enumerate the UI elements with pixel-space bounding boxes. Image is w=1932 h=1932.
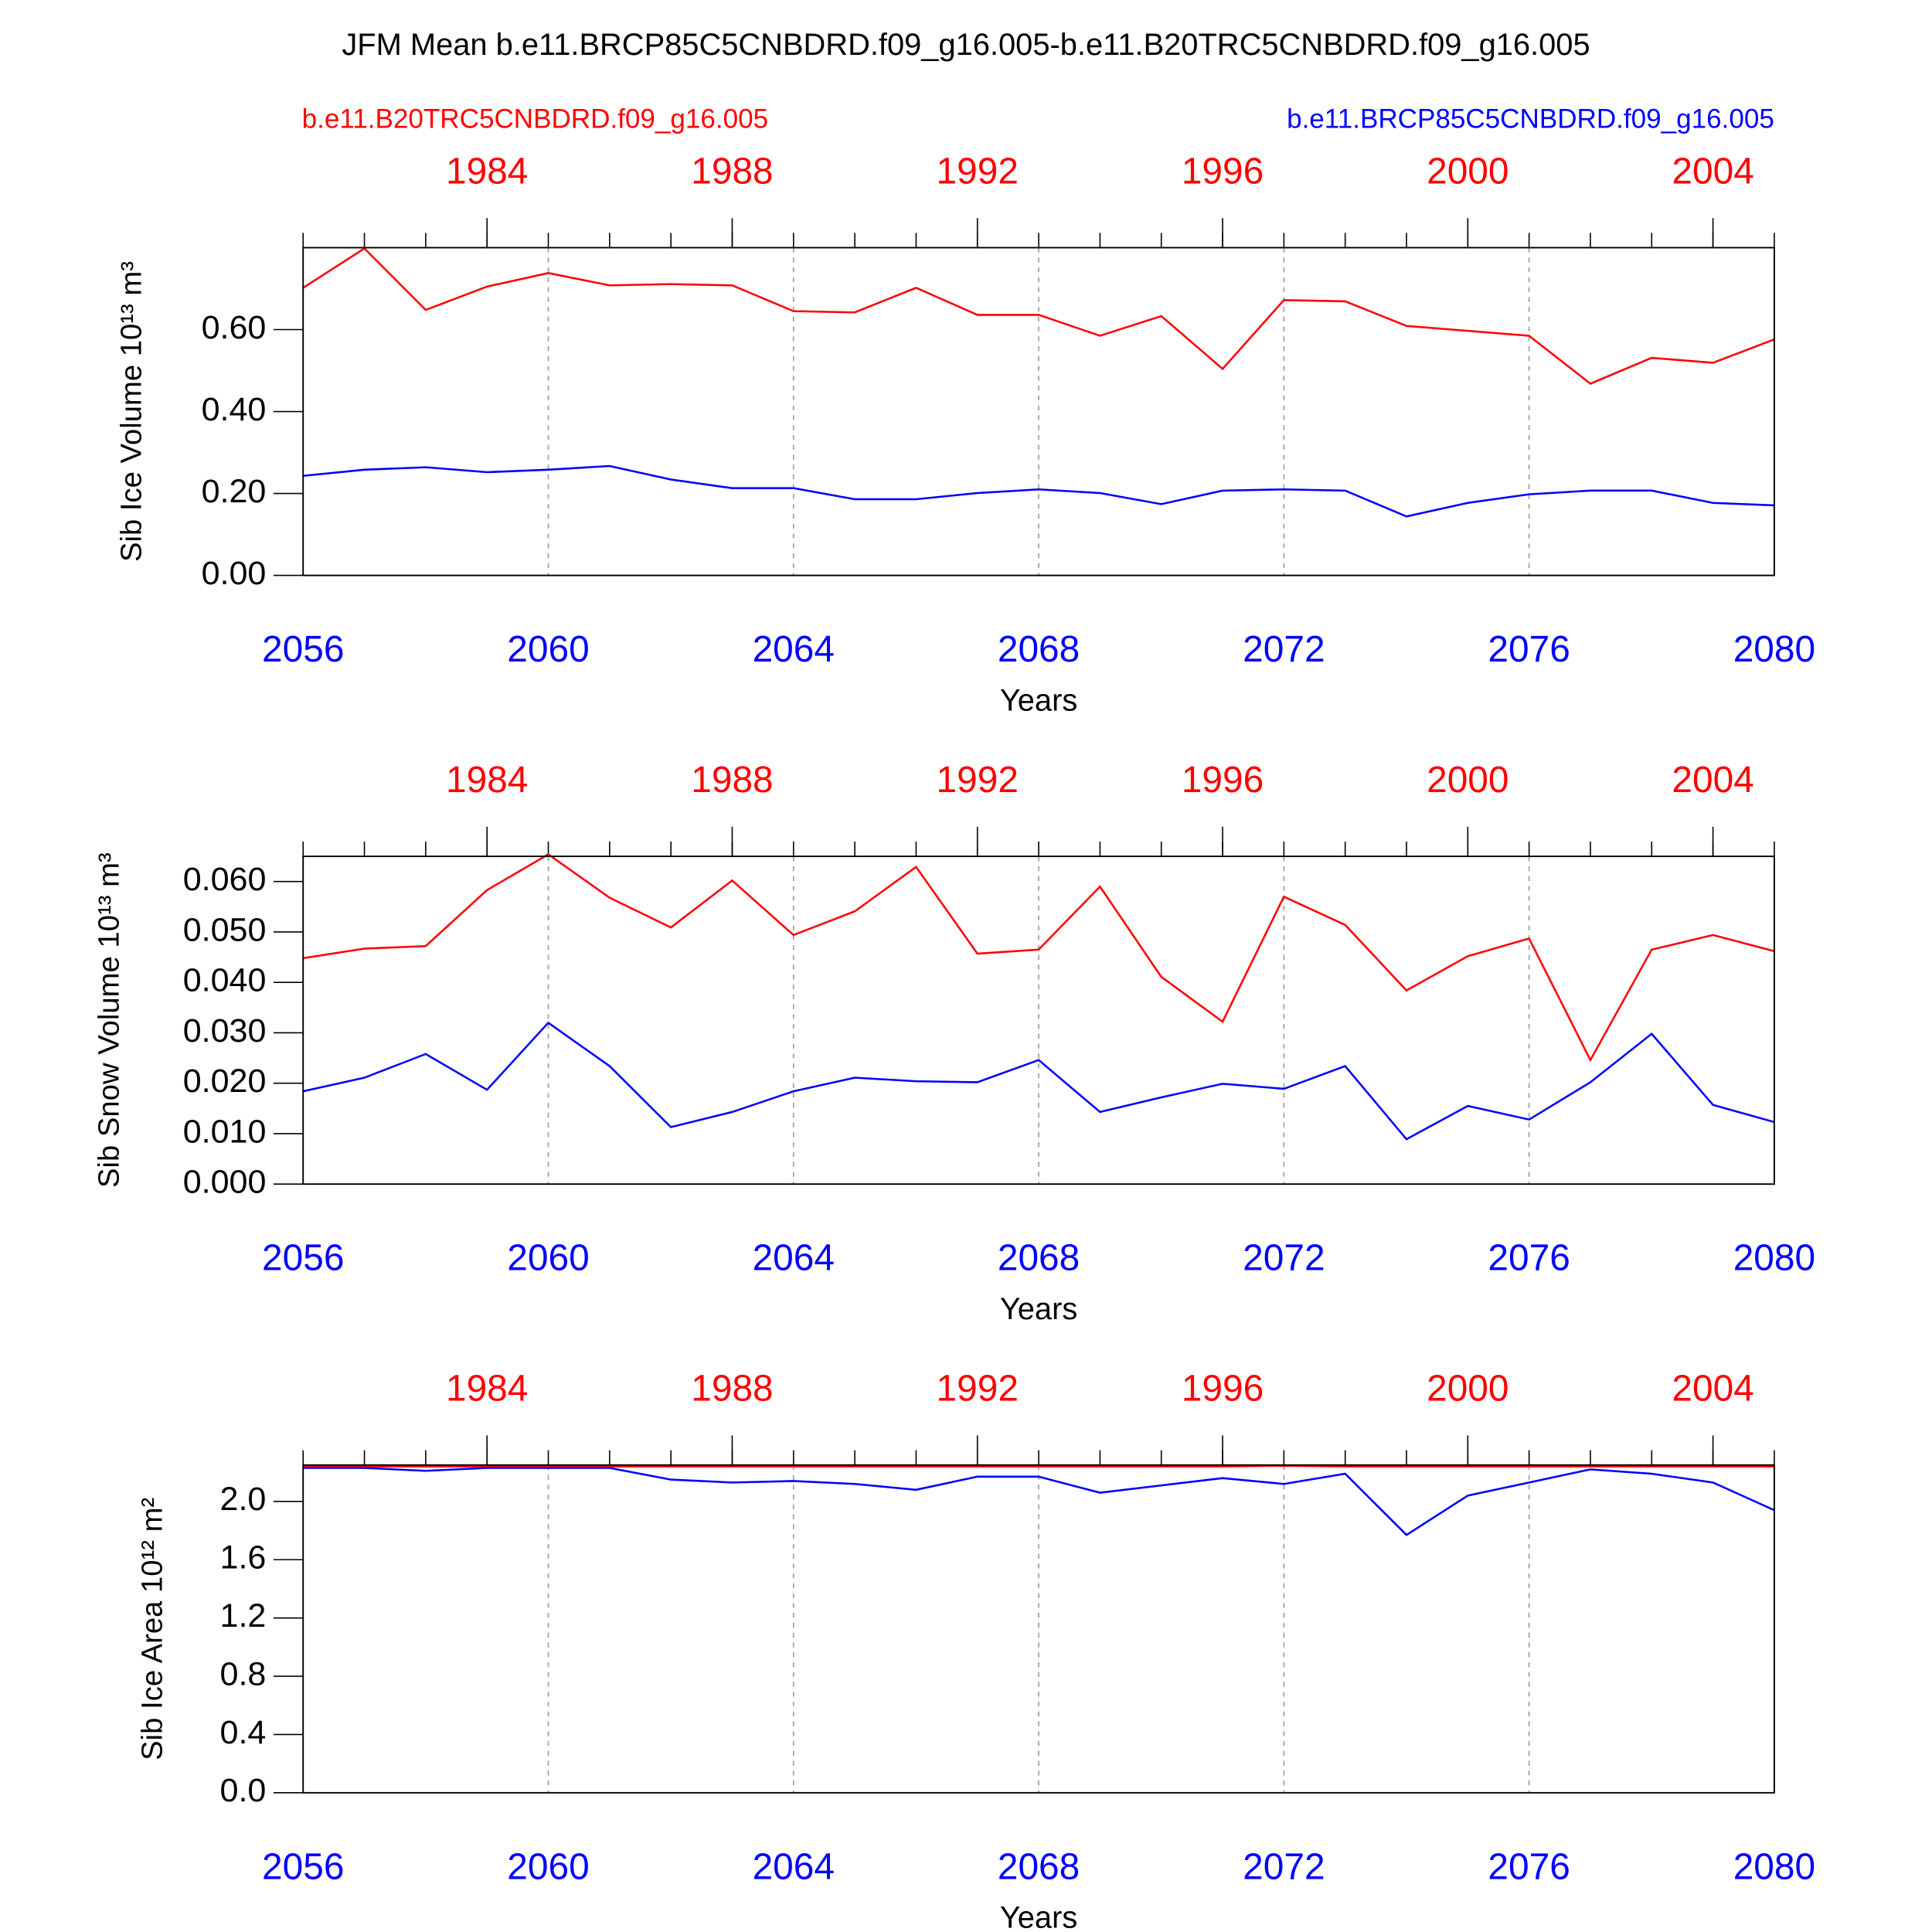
legend-blue: b.e11.BRCP85C5CNBDRD.f09_g16.005 xyxy=(1287,104,1774,134)
x2-tick-label: 1984 xyxy=(446,1369,528,1410)
x2-tick-label: 1984 xyxy=(446,151,528,192)
y-tick-label: 0.030 xyxy=(183,1012,267,1049)
x-tick-label: 2060 xyxy=(507,1846,589,1887)
x2-tick-label: 2004 xyxy=(1672,151,1753,192)
x2-tick-label: 1996 xyxy=(1182,760,1264,801)
x2-tick-label: 1988 xyxy=(691,760,773,801)
x-tick-label: 2060 xyxy=(507,1238,589,1279)
series-line xyxy=(303,464,1774,518)
x-tick-label: 2064 xyxy=(753,1238,835,1279)
figure-title: JFM Mean b.e11.BRCP85C5CNBDRD.f09_g16.00… xyxy=(342,28,1590,62)
legend-red: b.e11.B20TRC5CNBDRD.f09_g16.005 xyxy=(302,104,769,134)
x2-tick-label: 1992 xyxy=(937,760,1019,801)
y-tick-label: 0.050 xyxy=(183,911,267,948)
y-tick-label: 0.060 xyxy=(183,861,267,898)
x-tick-label: 2080 xyxy=(1733,1238,1815,1279)
y-tick-label: 1.6 xyxy=(220,1539,267,1577)
x-tick-label: 2060 xyxy=(507,629,589,670)
y-tick-label: 0.00 xyxy=(202,555,267,592)
x-tick-label: 2064 xyxy=(753,1846,835,1887)
x-axis-label: Years xyxy=(1000,1292,1077,1326)
y-tick-label: 0.20 xyxy=(202,473,267,510)
series-line xyxy=(303,1467,1775,1536)
x-tick-label: 2072 xyxy=(1243,1846,1325,1887)
x-axis-label: Years xyxy=(1000,683,1077,717)
x2-tick-label: 2004 xyxy=(1672,760,1753,801)
y-tick-label: 0.8 xyxy=(220,1655,267,1692)
x2-tick-label: 1996 xyxy=(1182,1369,1264,1410)
x-tick-label: 2076 xyxy=(1488,1238,1570,1279)
series-line xyxy=(302,1021,1775,1141)
x2-tick-label: 2004 xyxy=(1672,1369,1753,1410)
plot-frame xyxy=(302,855,1775,1185)
y-tick-label: 0.000 xyxy=(183,1164,267,1201)
x2-tick-label: 1988 xyxy=(691,151,773,192)
y-tick-label: 0.60 xyxy=(202,309,267,346)
y-axis-label: Sib Snow Volume 10¹³ m³ xyxy=(93,852,126,1188)
x-tick-label: 2068 xyxy=(998,629,1080,670)
y-axis-label: Sib Ice Area 10¹² m² xyxy=(135,1497,168,1760)
x-tick-label: 2068 xyxy=(998,1846,1080,1887)
plot-frame xyxy=(302,247,1775,577)
x-tick-label: 2068 xyxy=(998,1238,1080,1279)
x-tick-label: 2076 xyxy=(1488,1846,1570,1887)
x-tick-label: 2056 xyxy=(262,1238,344,1279)
y-tick-label: 0.020 xyxy=(183,1063,267,1100)
y-tick-label: 0.40 xyxy=(202,391,267,428)
x2-tick-label: 1984 xyxy=(446,760,528,801)
x-tick-label: 2056 xyxy=(262,629,344,670)
y-tick-label: 0.010 xyxy=(183,1113,267,1150)
series-line xyxy=(302,247,1775,385)
x2-tick-label: 2000 xyxy=(1427,151,1509,192)
x-tick-label: 2080 xyxy=(1733,629,1815,670)
y-tick-label: 1.2 xyxy=(220,1597,267,1634)
y-tick-label: 0.4 xyxy=(220,1714,267,1751)
y-axis-label: Sib Ice Volume 10¹³ m³ xyxy=(114,261,148,562)
y-tick-label: 0.040 xyxy=(183,962,267,999)
x-tick-label: 2072 xyxy=(1243,629,1325,670)
x2-tick-label: 1992 xyxy=(937,1369,1019,1410)
x-tick-label: 2080 xyxy=(1733,1846,1815,1887)
x2-tick-label: 2000 xyxy=(1427,1369,1509,1410)
x-tick-label: 2072 xyxy=(1243,1238,1325,1279)
x2-tick-label: 1988 xyxy=(691,1369,773,1410)
series-line xyxy=(303,852,1775,1063)
x-tick-label: 2076 xyxy=(1488,629,1570,670)
plot-frame xyxy=(302,1464,1775,1794)
series-line xyxy=(303,1464,1774,1468)
y-tick-label: 0.0 xyxy=(220,1772,267,1809)
x2-tick-label: 1996 xyxy=(1182,151,1264,192)
x-tick-label: 2064 xyxy=(753,629,835,670)
x2-tick-label: 2000 xyxy=(1427,760,1509,801)
x-tick-label: 2056 xyxy=(262,1846,344,1887)
x-axis-label: Years xyxy=(1000,1901,1077,1932)
x2-tick-label: 1992 xyxy=(937,151,1019,192)
y-tick-label: 2.0 xyxy=(220,1481,267,1518)
